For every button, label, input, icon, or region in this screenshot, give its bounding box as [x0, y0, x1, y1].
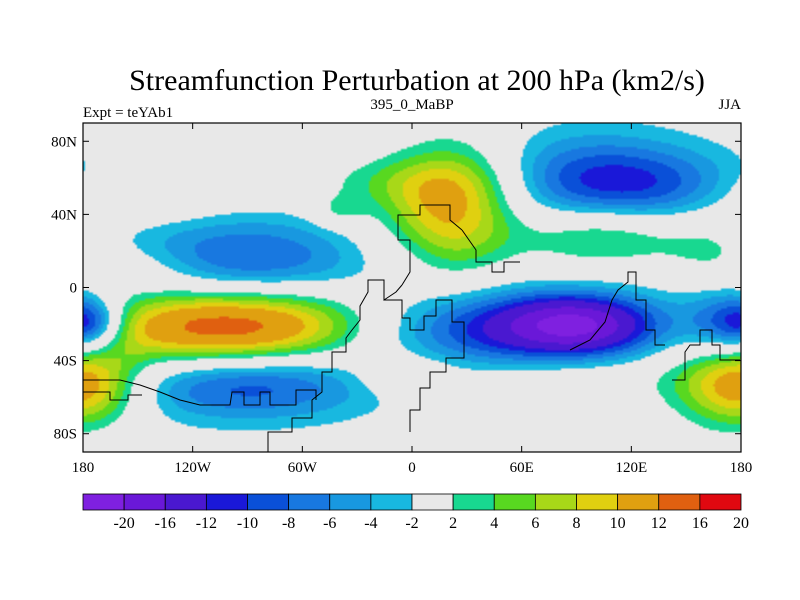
season-label: JJA — [718, 97, 741, 113]
x-tick-label: 180 — [72, 460, 95, 476]
colorbar-label: 16 — [692, 515, 708, 532]
colorbar-box — [617, 493, 660, 511]
colorbar-label: 20 — [733, 515, 749, 532]
coastline-eurasia — [461, 229, 520, 273]
colorbar-label: -6 — [323, 515, 336, 532]
colorbar-box — [452, 493, 495, 511]
colorbar-box — [576, 493, 619, 511]
y-tick-label: 40N — [51, 207, 77, 223]
colorbar-box — [658, 493, 701, 511]
colorbar-label: -16 — [155, 515, 176, 532]
colorbar-box — [534, 493, 577, 511]
colorbar-box — [205, 493, 248, 511]
coastline-africa-west — [397, 204, 463, 286]
center-label: 395_0_MaBP — [370, 97, 453, 113]
colorbar-label: -4 — [364, 515, 377, 532]
chart-title: Streamfunction Perturbation at 200 hPa (… — [129, 64, 705, 97]
colorbar-box — [82, 493, 125, 511]
coastline-americas — [267, 279, 403, 452]
colorbar-box — [247, 493, 290, 511]
colorbar-box — [493, 493, 536, 511]
y-tick-label: 80N — [51, 134, 77, 150]
coastline-south-america-tip — [83, 391, 142, 401]
colorbar-label: 2 — [449, 515, 457, 532]
colorbar-label: 6 — [531, 515, 539, 532]
y-tick-label: 0 — [70, 281, 78, 297]
colorbar-label: 10 — [610, 515, 626, 532]
x-tick-label: 60E — [510, 460, 534, 476]
coastline-africa-south — [384, 299, 465, 432]
x-tick-label: 180 — [730, 460, 753, 476]
colorbar-box — [288, 493, 331, 511]
coastlines — [83, 204, 740, 452]
colorbar: -20 -16 -12 -10 -8 -6 -4 -2 2 4 6 8 10 12 16 20 — [82, 493, 749, 532]
x-axis: 180 120W 60W 0 60E 120E 180 — [72, 123, 753, 476]
colorbar-box — [329, 493, 372, 511]
x-tick-label: 0 — [408, 460, 416, 476]
y-axis: 80N 40N 0 40S 80S — [51, 134, 741, 443]
x-tick-label: 120E — [615, 460, 647, 476]
coastline-asia-pacific — [569, 271, 665, 351]
x-tick-label: 60W — [288, 460, 318, 476]
colorbar-label: 4 — [490, 515, 498, 532]
streamfunction-field — [83, 123, 741, 452]
colorbar-label: -8 — [282, 515, 295, 532]
colorbar-box — [164, 493, 207, 511]
colorbar-box — [370, 493, 413, 511]
colorbar-label: 8 — [573, 515, 581, 532]
colorbar-box — [411, 493, 454, 511]
colorbar-label: -2 — [405, 515, 418, 532]
colorbar-box — [123, 493, 166, 511]
y-tick-label: 40S — [54, 354, 77, 370]
colorbar-box — [699, 493, 742, 511]
x-tick-label: 120W — [174, 460, 212, 476]
colorbar-label: -10 — [237, 515, 258, 532]
colorbar-label: -20 — [113, 515, 134, 532]
coastline-antarctic — [83, 379, 317, 406]
coastline-australia — [672, 329, 740, 381]
y-tick-label: 80S — [54, 427, 77, 443]
experiment-label: Expt = teYAb1 — [83, 105, 173, 121]
colorbar-label: 12 — [651, 515, 667, 532]
plot-area — [82, 122, 742, 453]
colorbar-label: -12 — [196, 515, 217, 532]
